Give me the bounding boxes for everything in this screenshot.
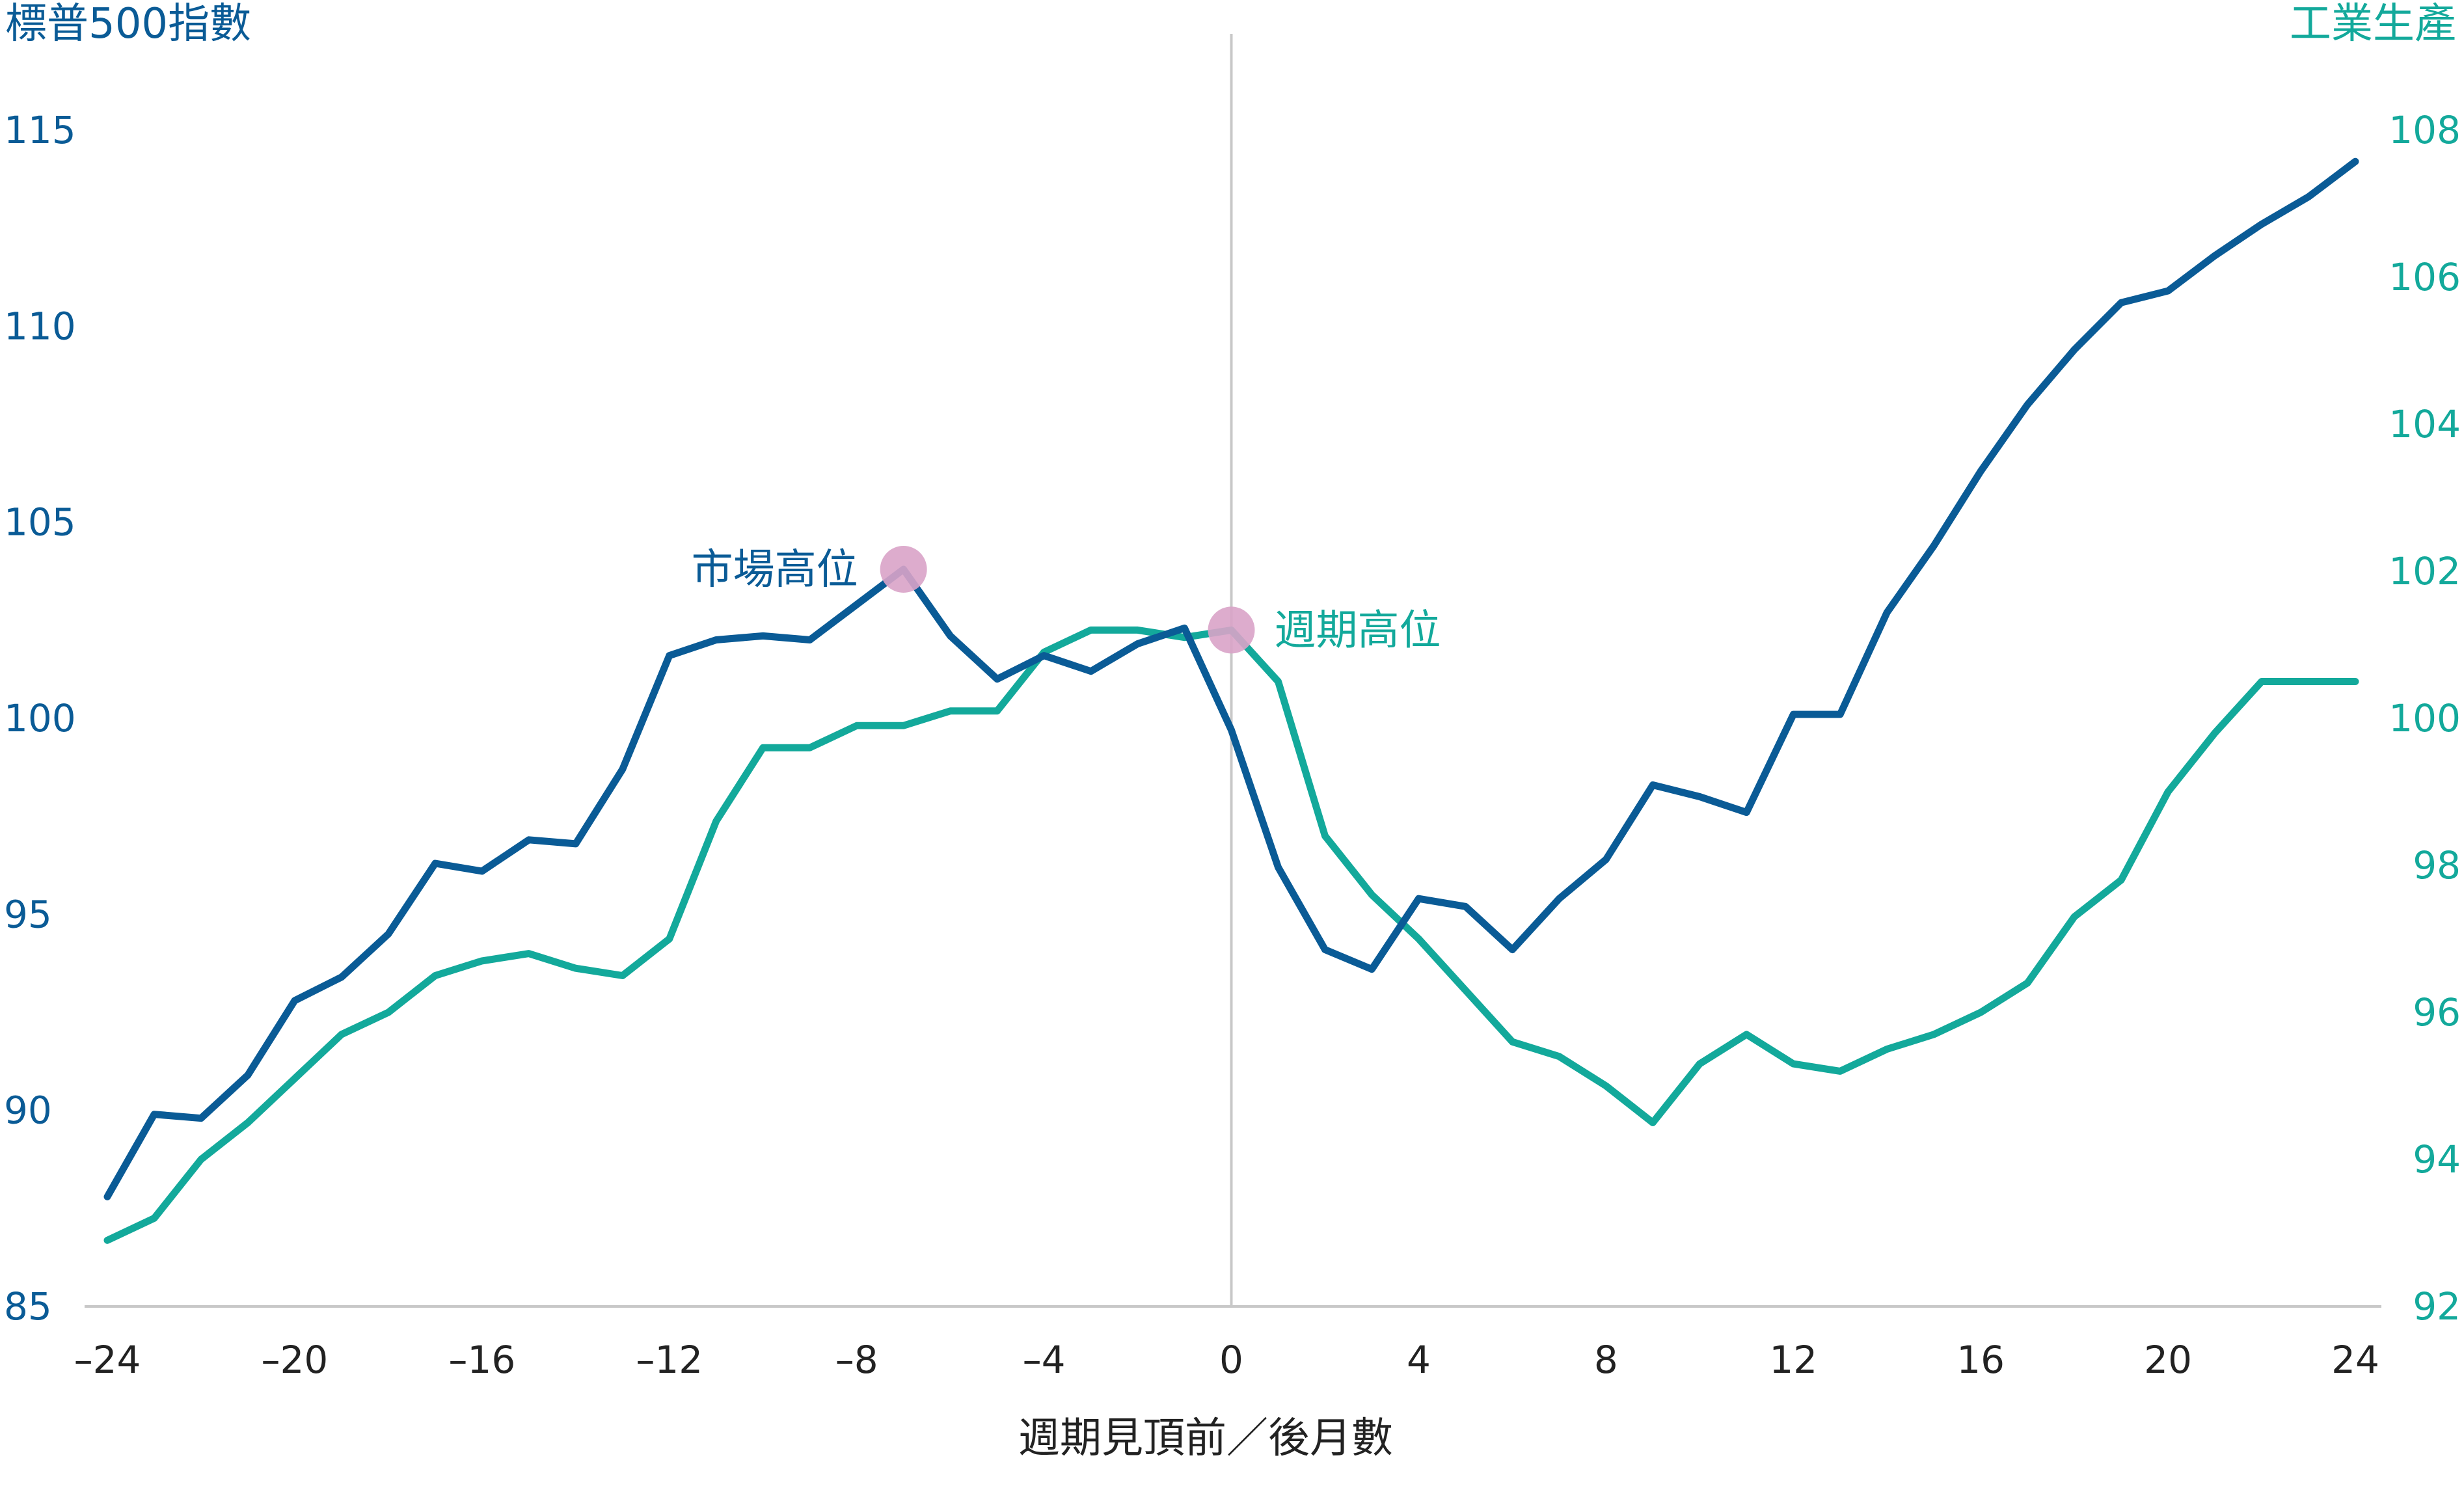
y-right-tick-label: 104 bbox=[2389, 402, 2461, 446]
y-right-tick-label: 96 bbox=[2413, 990, 2461, 1034]
y-right-tick-label: 92 bbox=[2413, 1284, 2461, 1329]
y-left-tick-label: 90 bbox=[4, 1089, 52, 1133]
x-tick-label: –12 bbox=[636, 1338, 703, 1382]
x-tick-label: 0 bbox=[1219, 1338, 1243, 1382]
x-tick-label: 20 bbox=[2144, 1338, 2192, 1382]
x-axis-title: 週期見頂前／後月數 bbox=[1018, 1414, 1393, 1463]
x-tick-label: 24 bbox=[2331, 1338, 2379, 1382]
y-left-tick-label: 100 bbox=[4, 696, 76, 740]
x-tick-label: –20 bbox=[262, 1338, 329, 1382]
y-axis-left-ticks: 85 90 95 100 105 110 115 bbox=[4, 108, 76, 1329]
y-axis-right-title: 工業生產 bbox=[2290, 0, 2456, 48]
y-left-tick-label: 85 bbox=[4, 1284, 52, 1329]
x-tick-label: 4 bbox=[1407, 1338, 1431, 1382]
y-right-tick-label: 108 bbox=[2389, 108, 2461, 152]
y-left-tick-label: 115 bbox=[4, 108, 76, 152]
market-peak-marker bbox=[880, 545, 927, 593]
y-axis-left-title: 標普500指數 bbox=[5, 0, 251, 48]
y-right-tick-label: 94 bbox=[2413, 1137, 2461, 1182]
x-tick-label: –24 bbox=[74, 1338, 141, 1382]
y-left-tick-label: 95 bbox=[4, 892, 52, 936]
y-left-tick-label: 105 bbox=[4, 500, 76, 545]
y-left-tick-label: 110 bbox=[4, 304, 76, 348]
x-tick-label: –8 bbox=[835, 1338, 878, 1382]
y-right-tick-label: 98 bbox=[2413, 843, 2461, 887]
y-right-tick-label: 102 bbox=[2389, 549, 2461, 593]
y-right-tick-label: 106 bbox=[2389, 255, 2461, 299]
x-tick-label: –16 bbox=[448, 1338, 515, 1382]
cycle-peak-marker bbox=[1208, 606, 1255, 654]
y-right-tick-label: 100 bbox=[2389, 696, 2461, 740]
x-tick-label: 16 bbox=[1956, 1338, 2005, 1382]
x-tick-label: 12 bbox=[1769, 1338, 1817, 1382]
annotation-cycle-peak: 週期高位 bbox=[1275, 606, 1441, 655]
annotation-market-peak: 市場高位 bbox=[692, 546, 858, 594]
series-line-sp500 bbox=[103, 157, 2359, 1200]
x-axis-ticks: –24 –20 –16 –12 –8 –4 0 4 8 12 16 20 24 bbox=[74, 1338, 2379, 1382]
x-tick-label: –4 bbox=[1023, 1338, 1066, 1382]
annotation-markers bbox=[880, 545, 1255, 654]
x-tick-label: 8 bbox=[1594, 1338, 1618, 1382]
y-axis-right-ticks: 92 94 96 98 100 102 104 106 108 bbox=[2389, 108, 2461, 1329]
